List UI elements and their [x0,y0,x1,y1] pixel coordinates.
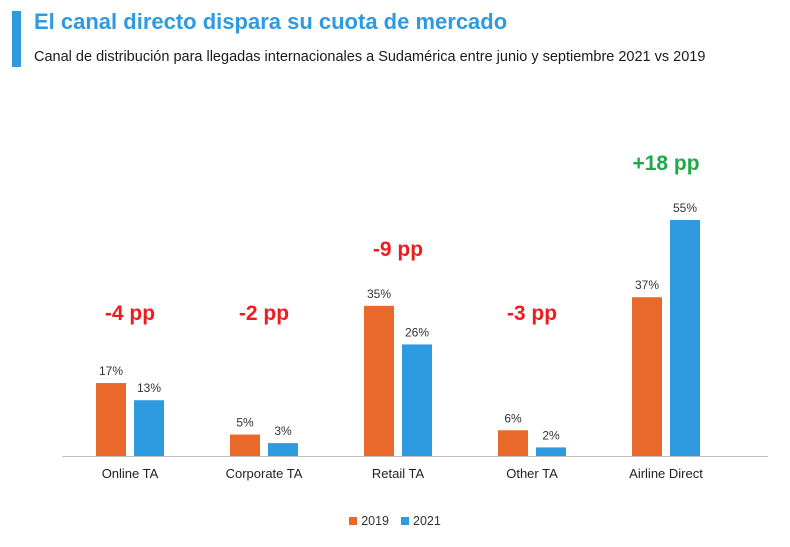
bar-2021-other-ta [536,447,566,456]
legend-swatch-2019 [349,517,358,525]
bar-2021-airline-direct [670,220,700,456]
delta-annotation: -9 pp [373,238,423,261]
page-subtitle: Canal de distribución para llegadas inte… [34,49,706,65]
bar-2019-airline-direct [632,297,662,456]
bar-2019-other-ta [498,430,528,456]
bar-2019-retail-ta [364,305,394,456]
bar-2021-online-ta [134,400,164,456]
data-label: 2% [542,428,560,442]
legend-label-2021: 2021 [413,514,441,528]
legend-label-2019: 2019 [361,514,389,528]
data-label: 55% [673,201,697,215]
legend-item-2019: 2019 [349,514,389,528]
legend-swatch-2021 [401,517,409,525]
legend-item-2021: 2021 [401,514,441,528]
data-label: 17% [99,364,123,378]
bar-2021-corporate-ta [268,443,298,456]
data-label: 37% [635,278,659,292]
x-tick-label: Other TA [506,466,558,481]
bar-2019-corporate-ta [230,434,260,456]
x-tick-label: Corporate TA [226,466,303,481]
bar-2019-online-ta [96,383,126,456]
title-accent-bar [12,11,21,67]
x-tick-label: Retail TA [372,466,425,481]
delta-annotation: -2 pp [239,302,289,325]
bar-2021-retail-ta [402,344,432,456]
x-tick-label: Online TA [102,466,159,481]
data-label: 6% [504,411,522,425]
data-label: 13% [137,381,161,395]
data-label: 3% [274,424,292,438]
delta-annotation: -3 pp [507,302,557,325]
page-title: El canal directo dispara su cuota de mer… [34,9,508,34]
delta-annotation: +18 pp [632,152,699,175]
data-label: 26% [405,325,429,339]
data-label: 35% [367,287,391,301]
x-tick-label: Airline Direct [629,466,703,481]
chart-legend: 2019 2021 [0,514,790,528]
data-label: 5% [236,416,254,430]
delta-annotation: -4 pp [105,302,155,325]
